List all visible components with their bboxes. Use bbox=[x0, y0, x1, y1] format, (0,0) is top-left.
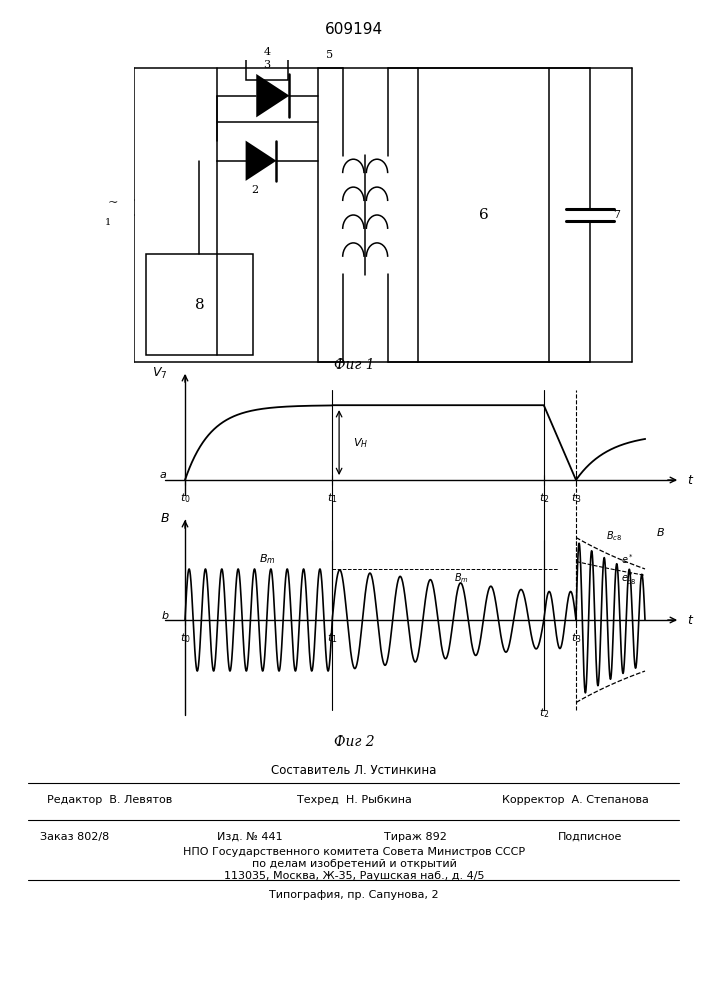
Polygon shape bbox=[245, 141, 276, 181]
Text: $B$: $B$ bbox=[656, 526, 665, 538]
Text: Заказ 802/8: Заказ 802/8 bbox=[40, 832, 110, 842]
Text: 113035, Москва, Ж-35, Раушская наб., д. 4/5: 113035, Москва, Ж-35, Раушская наб., д. … bbox=[223, 871, 484, 881]
Text: 7: 7 bbox=[613, 210, 619, 220]
Text: 2: 2 bbox=[252, 185, 259, 195]
Text: ~: ~ bbox=[107, 196, 118, 209]
Polygon shape bbox=[256, 74, 289, 117]
Text: 8: 8 bbox=[194, 298, 204, 312]
Text: Фиг 1: Фиг 1 bbox=[334, 358, 374, 372]
Text: Техред  Н. Рыбкина: Техред Н. Рыбкина bbox=[296, 795, 411, 805]
Text: $t$: $t$ bbox=[687, 613, 694, 626]
Text: $V_H$: $V_H$ bbox=[353, 436, 368, 450]
Text: НПО Государственного комитета Совета Министров СССР: НПО Государственного комитета Совета Мин… bbox=[183, 847, 525, 857]
Text: $e^*$: $e^*$ bbox=[621, 552, 634, 566]
Text: Фиг 2: Фиг 2 bbox=[334, 735, 374, 749]
Text: Изд. № 441: Изд. № 441 bbox=[217, 832, 283, 842]
Text: $t_2$: $t_2$ bbox=[539, 491, 549, 505]
Text: по делам изобретений и открытий: по делам изобретений и открытий bbox=[252, 859, 457, 869]
Text: $t_0$: $t_0$ bbox=[180, 491, 190, 505]
Text: 4: 4 bbox=[263, 47, 271, 57]
Text: $V_7$: $V_7$ bbox=[151, 365, 167, 381]
Text: $t_1$: $t_1$ bbox=[327, 631, 337, 645]
Text: $B_m$: $B_m$ bbox=[454, 572, 469, 585]
Text: $a$: $a$ bbox=[159, 470, 167, 480]
Bar bbox=[245, 55, 288, 80]
Text: Составитель Л. Устинкина: Составитель Л. Устинкина bbox=[271, 764, 437, 776]
Text: 3: 3 bbox=[263, 60, 271, 70]
Text: $t_1$: $t_1$ bbox=[327, 491, 337, 505]
Text: Корректор  А. Степанова: Корректор А. Степанова bbox=[501, 795, 648, 805]
Text: 609194: 609194 bbox=[325, 22, 383, 37]
Text: $B$: $B$ bbox=[160, 512, 170, 524]
Text: $t_3$: $t_3$ bbox=[571, 631, 581, 645]
Text: $t_3$: $t_3$ bbox=[571, 491, 581, 505]
Text: $B_{c8}$: $B_{c8}$ bbox=[606, 529, 622, 543]
Text: $e^*_{c8}$: $e^*_{c8}$ bbox=[621, 571, 636, 587]
Text: $t_2$: $t_2$ bbox=[539, 706, 549, 720]
Text: 5: 5 bbox=[326, 50, 333, 60]
Text: 1: 1 bbox=[105, 218, 112, 227]
Text: Типография, пр. Сапунова, 2: Типография, пр. Сапунова, 2 bbox=[269, 890, 439, 900]
Bar bbox=[419, 68, 549, 362]
Text: $B_m$: $B_m$ bbox=[259, 552, 276, 566]
Text: $t_0$: $t_0$ bbox=[180, 631, 190, 645]
Text: $b$: $b$ bbox=[161, 609, 170, 621]
Text: Подписное: Подписное bbox=[558, 832, 622, 842]
Text: $t$: $t$ bbox=[687, 474, 694, 487]
Bar bbox=[146, 254, 252, 355]
Text: 6: 6 bbox=[479, 208, 489, 222]
Text: Редактор  В. Левятов: Редактор В. Левятов bbox=[47, 795, 173, 805]
Text: Тираж 892: Тираж 892 bbox=[384, 832, 446, 842]
